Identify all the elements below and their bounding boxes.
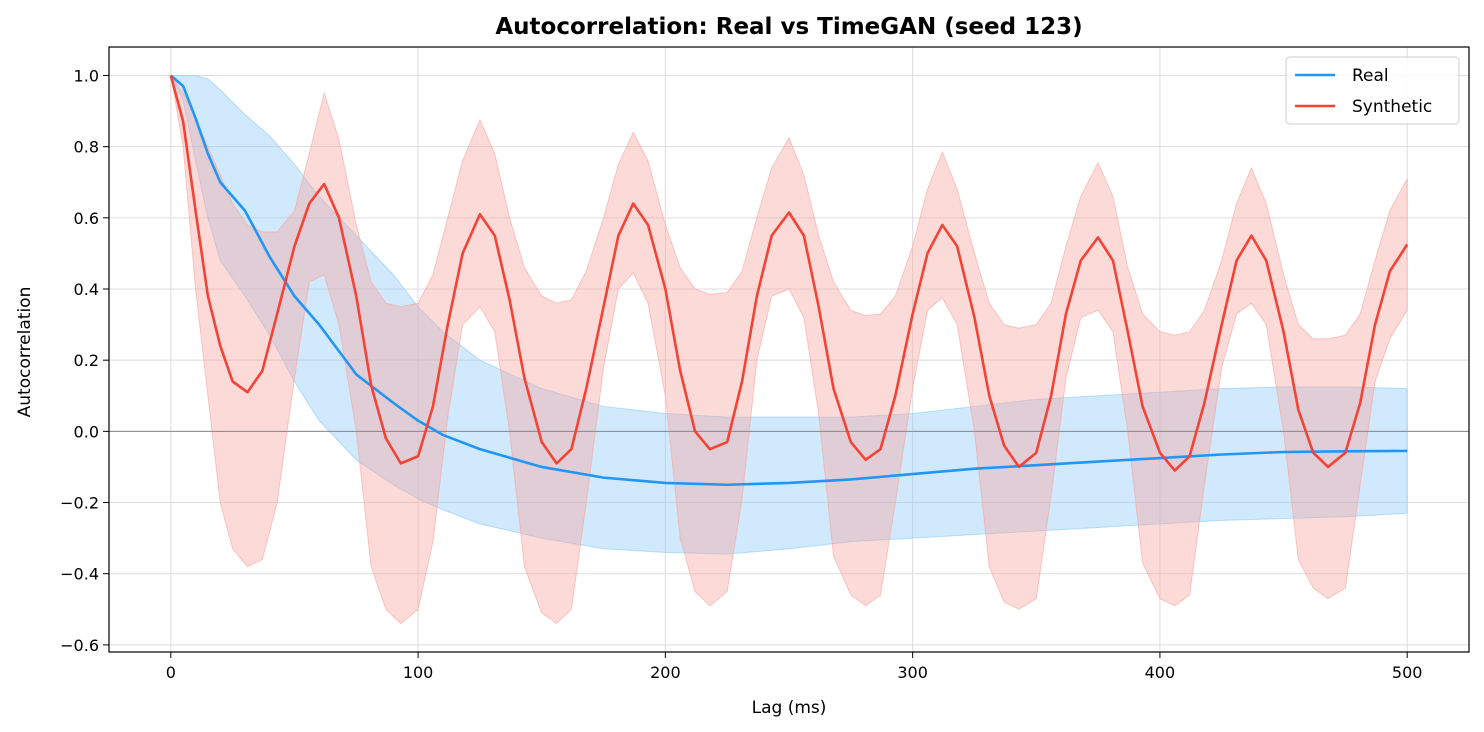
- y-tick-label: −0.4: [60, 565, 99, 584]
- x-tick-label: 400: [1145, 663, 1176, 682]
- x-tick-label: 0: [166, 663, 176, 682]
- x-tick-label: 200: [650, 663, 681, 682]
- y-tick-label: −0.6: [60, 636, 99, 655]
- real-line: [169, 74, 1408, 487]
- x-tick-label: 300: [897, 663, 928, 682]
- y-tick-label: 1.0: [74, 66, 99, 85]
- plot-frame: [108, 46, 1470, 653]
- y-tick-label: 0.0: [74, 422, 99, 441]
- synthetic-line: [169, 75, 1409, 472]
- y-tick-label: 0.2: [74, 351, 99, 370]
- axis-ticks: 0 100 200 300 400 500 −0.6 −0.4 −0.2 0.0 0.2 0.4 0.6…: [60, 66, 1422, 682]
- chart-title: Autocorrelation: Real vs TimeGAN (seed 1…: [495, 14, 1082, 40]
- y-tick-label: 0.6: [74, 209, 99, 228]
- y-tick-label: −0.2: [60, 494, 99, 513]
- x-axis-label: Lag (ms): [752, 698, 827, 718]
- x-tick-label: 500: [1392, 663, 1423, 682]
- legend-label-synthetic: Synthetic: [1352, 97, 1432, 117]
- y-tick-label: 0.4: [74, 280, 99, 299]
- y-axis-label: Autocorrelation: [15, 287, 35, 418]
- x-tick-label: 100: [403, 663, 434, 682]
- y-tick-label: 0.8: [74, 138, 99, 157]
- legend-label-real: Real: [1352, 66, 1389, 86]
- legend: Real Synthetic: [1285, 56, 1460, 125]
- series-lines: [169, 74, 1409, 487]
